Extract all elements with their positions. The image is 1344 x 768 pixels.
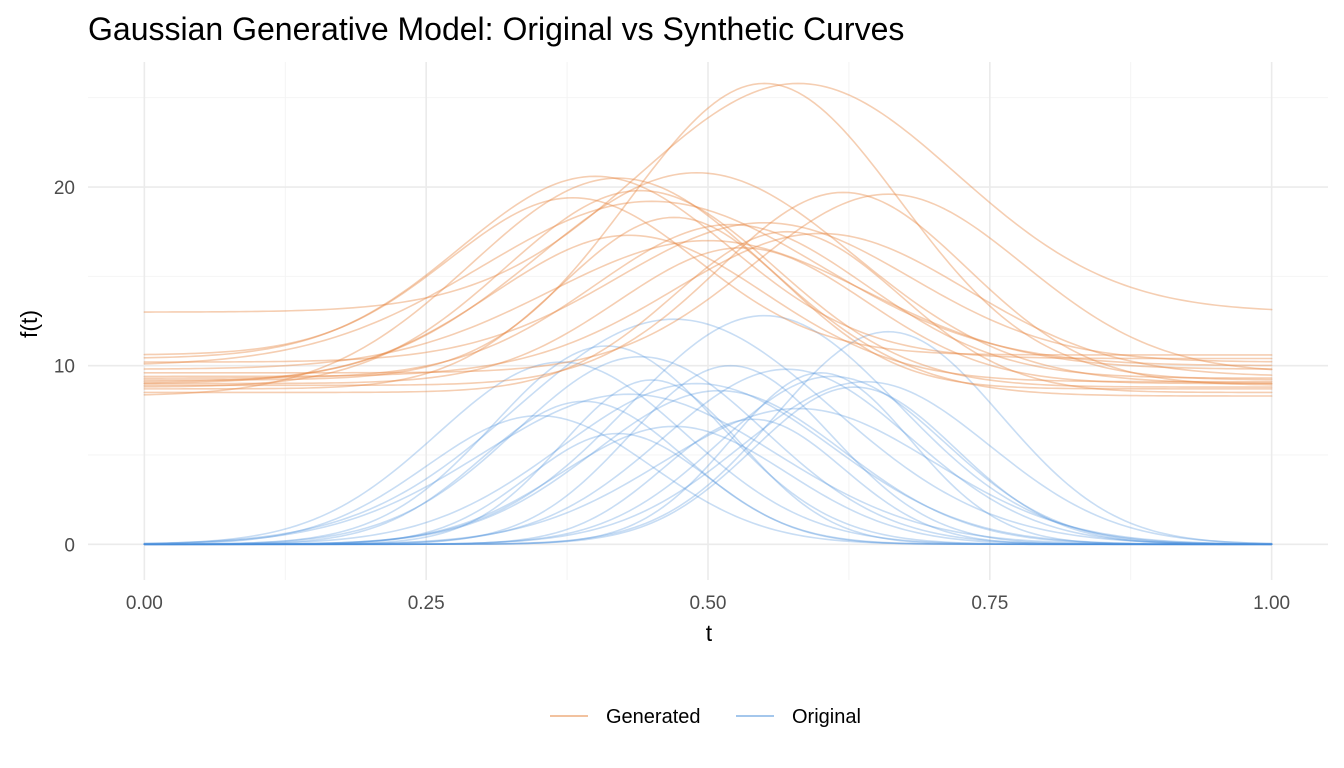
series-line-generated <box>143 230 1273 394</box>
series-line-generated <box>143 191 1273 387</box>
series-line-original <box>143 382 1273 546</box>
legend: Generated Original <box>550 706 861 728</box>
x-axis-title: t <box>706 620 713 646</box>
series-line-generated <box>143 223 1273 379</box>
series-generated <box>143 82 1273 397</box>
series-line-original <box>143 379 1273 546</box>
series-line-original <box>143 372 1273 546</box>
series-line-original <box>143 386 1273 546</box>
series-line-generated <box>143 189 1273 388</box>
series-line-original <box>143 407 1273 546</box>
series-line-original <box>143 318 1273 545</box>
series-line-generated <box>143 177 1273 397</box>
series-line-generated <box>143 216 1273 390</box>
series-line-original <box>143 432 1273 546</box>
series-line-original <box>143 393 1273 546</box>
series-line-generated <box>143 246 1273 385</box>
series-line-original <box>143 400 1273 546</box>
x-tick-label: 0.50 <box>690 593 727 614</box>
series-line-original <box>143 389 1273 546</box>
legend-label-generated: Generated <box>606 706 701 728</box>
x-tick-label: 0.75 <box>971 593 1008 614</box>
series-line-generated <box>143 232 1273 378</box>
series-line-original <box>143 425 1273 546</box>
gridlines <box>88 62 1328 580</box>
series-original <box>143 314 1273 546</box>
y-tick-label: 20 <box>54 178 75 199</box>
chart-title: Gaussian Generative Model: Original vs S… <box>88 11 904 47</box>
series-line-original <box>143 355 1273 546</box>
series-line-generated <box>143 221 1273 363</box>
curves-plot-area <box>143 82 1273 546</box>
series-line-generated <box>143 175 1273 360</box>
series-line-generated <box>143 234 1273 383</box>
y-axis-title: f(t) <box>16 310 42 338</box>
series-line-generated <box>143 82 1273 381</box>
series-line-original <box>143 364 1273 546</box>
x-tick-label: 0.25 <box>408 593 445 614</box>
series-line-original <box>143 375 1273 546</box>
series-line-generated <box>143 200 1273 367</box>
series-line-generated <box>143 171 1273 385</box>
series-line-original <box>143 314 1273 546</box>
x-tick-label: 1.00 <box>1253 593 1290 614</box>
series-line-original <box>143 368 1273 546</box>
series-line-original <box>143 418 1273 546</box>
series-line-generated <box>143 239 1273 370</box>
series-line-generated <box>143 196 1273 356</box>
x-tick-label: 0.00 <box>126 593 163 614</box>
legend-label-original: Original <box>792 706 861 728</box>
series-line-original <box>143 330 1273 546</box>
series-line-original <box>143 361 1273 546</box>
x-axis-tick-labels: 0.00 0.25 0.50 0.75 1.00 <box>126 593 1290 614</box>
y-axis-tick-labels: 0 10 20 <box>54 178 75 556</box>
series-line-generated <box>143 82 1273 313</box>
y-tick-label: 0 <box>64 535 75 556</box>
y-tick-label: 10 <box>54 357 75 378</box>
series-line-original <box>143 380 1273 546</box>
series-line-original <box>143 345 1273 546</box>
series-line-generated <box>143 193 1273 374</box>
series-line-original <box>143 414 1273 546</box>
